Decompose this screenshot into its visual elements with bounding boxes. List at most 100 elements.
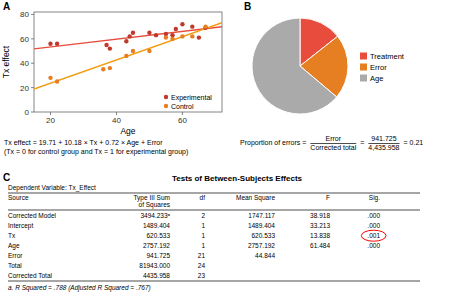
proportion-formula: Proportion of errors =ErrorCorrected tot…	[240, 135, 423, 151]
table-cell: Error	[8, 252, 23, 259]
legend-swatch	[360, 53, 367, 60]
y-axis-label: Tx effect	[1, 45, 11, 78]
column-header-line: df	[200, 194, 206, 201]
table-cell: .000	[367, 222, 380, 229]
scatter-point	[180, 34, 184, 38]
table-cell: .001	[367, 232, 380, 239]
table-subtitle: Dependent Variable: Tx_Effect	[8, 184, 96, 192]
panel-a: A204060020406080AgeTx effectExperimental…	[1, 1, 222, 136]
table-cell: 24	[198, 262, 206, 269]
table-cell: 61.484	[310, 242, 330, 249]
panel-c: CTests of Between-Subjects EffectsDepend…	[3, 172, 420, 292]
table-cell: .000	[367, 242, 380, 249]
legend-marker	[164, 104, 168, 108]
x-tick-label: 20	[46, 116, 55, 125]
panel-label: B	[244, 1, 251, 12]
y-tick-label: 20	[20, 84, 29, 93]
scatter-point	[108, 66, 112, 70]
table-cell: 1	[201, 242, 205, 249]
table-cell: 620.533	[252, 232, 276, 239]
table-cell: 21	[198, 252, 206, 259]
scatter-point	[190, 34, 194, 38]
scatter-point	[127, 34, 131, 38]
table-cell: Corrected Model	[8, 212, 57, 219]
legend-label: Control	[171, 103, 194, 110]
scatter-point	[147, 49, 151, 53]
scatter-point	[48, 76, 52, 80]
scatter-point	[124, 39, 128, 43]
formula-text: Proportion of errors =	[240, 139, 306, 147]
pie-slice	[252, 18, 337, 114]
legend-swatch	[360, 64, 367, 71]
figure: A204060020406080AgeTx effectExperimental…	[0, 0, 474, 301]
y-tick	[31, 14, 34, 15]
panel-label: A	[3, 1, 10, 12]
table-cell: Tx	[8, 232, 16, 239]
table-cell: Corrected Total	[8, 272, 53, 279]
table-footnote: a. R Squared = .788 (Adjusted R Squared …	[8, 284, 151, 292]
column-header-line: Source	[8, 194, 29, 201]
panel-b: BTreatmentErrorAge	[244, 1, 405, 114]
table-cell: 33.213	[310, 222, 330, 229]
scatter-point	[170, 37, 174, 41]
column-header-line: Sig.	[369, 194, 380, 202]
legend-label: Age	[370, 74, 383, 83]
scatter-point	[197, 35, 201, 39]
table-cell: 13.838	[310, 232, 330, 239]
column-header: Mean Square	[236, 194, 275, 202]
table-cell: 2757.192	[248, 242, 275, 249]
table-rule	[8, 193, 420, 194]
scatter-point	[174, 27, 178, 31]
table-cell: 1	[201, 232, 205, 239]
y-tick	[31, 38, 34, 39]
table-cell: Intercept	[8, 222, 33, 230]
scatter-point	[164, 35, 168, 39]
formula-numerator: Error	[326, 135, 342, 142]
table-cell: 44.844	[255, 252, 275, 259]
table-cell: 620.533	[147, 232, 171, 239]
fraction-bar	[310, 143, 356, 144]
column-header-line: Mean Square	[236, 194, 275, 202]
legend-marker	[164, 95, 168, 99]
table-cell: Total	[8, 262, 22, 269]
legend-swatch	[360, 75, 367, 82]
scatter-point	[131, 49, 135, 53]
scatter-point	[48, 42, 52, 46]
column-header: df	[200, 194, 206, 201]
table-cell: 2	[201, 212, 205, 219]
table-cell: .000	[367, 212, 380, 219]
table-cell: 1489.404	[143, 222, 170, 229]
column-header: F	[326, 194, 330, 201]
legend: TreatmentErrorAge	[360, 52, 405, 83]
table-cell: 1489.404	[248, 222, 275, 229]
plot-area	[34, 22, 222, 89]
plot-frame	[34, 12, 222, 112]
column-header: Sig.	[369, 194, 380, 202]
table-title: Tests of Between-Subjects Effects	[172, 174, 303, 183]
formula-numerator: 941.725	[371, 135, 396, 142]
scatter-point	[104, 43, 108, 47]
column-header: Type III Sumof Squares	[134, 194, 171, 209]
table-cell: 2757.192	[143, 242, 170, 249]
column-header-line: F	[326, 194, 330, 201]
table-cell: 3494.233ᵃ	[140, 212, 170, 219]
formula-denominator: 4,435.958	[368, 144, 399, 151]
table-cell: 941.725	[147, 252, 171, 259]
table-rule	[8, 281, 420, 282]
table-cell: 4435.958	[143, 272, 170, 279]
x-tick-label: 40	[112, 116, 121, 125]
x-tick	[50, 112, 51, 115]
highlight-ellipse	[361, 230, 386, 241]
scatter-point	[124, 54, 128, 58]
table-cell: Age	[8, 242, 20, 250]
table-cell: 1747.117	[248, 212, 275, 219]
legend-label: Experimental	[171, 94, 212, 102]
formula: (Tx = 0 for control group and Tx = 1 for…	[4, 148, 188, 156]
fit-line	[34, 23, 222, 89]
x-tick-label: 60	[178, 116, 187, 125]
x-tick	[182, 112, 183, 115]
fit-line	[34, 27, 222, 49]
legend-label: Error	[370, 63, 387, 72]
y-tick-label: 80	[20, 10, 29, 19]
scatter-point	[147, 31, 151, 35]
